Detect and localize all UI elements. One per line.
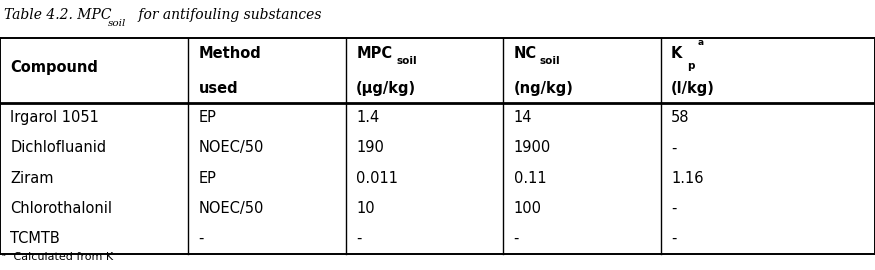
- Text: (μg/kg): (μg/kg): [356, 81, 416, 96]
- Text: -: -: [356, 231, 361, 246]
- Text: (ng/kg): (ng/kg): [514, 81, 573, 96]
- Text: -: -: [671, 140, 676, 156]
- Text: -: -: [514, 231, 519, 246]
- Text: 1.16: 1.16: [671, 171, 704, 186]
- Text: 10: 10: [356, 201, 374, 216]
- Text: -: -: [671, 201, 676, 216]
- Text: ᵃ: ᵃ: [2, 252, 5, 262]
- Text: used: used: [199, 81, 238, 96]
- Text: -: -: [199, 231, 204, 246]
- Text: Chlorothalonil: Chlorothalonil: [10, 201, 113, 216]
- Text: 14: 14: [514, 110, 532, 125]
- Text: soil: soil: [108, 19, 126, 28]
- Text: Irgarol 1051: Irgarol 1051: [10, 110, 100, 125]
- Text: p: p: [687, 61, 695, 71]
- Text: Table 4.2. MPC: Table 4.2. MPC: [4, 8, 112, 22]
- Text: 58: 58: [671, 110, 690, 125]
- Text: MPC: MPC: [356, 46, 392, 61]
- Text: soil: soil: [540, 56, 561, 66]
- Text: (l/kg): (l/kg): [671, 81, 715, 96]
- Text: NOEC/50: NOEC/50: [199, 140, 264, 156]
- Text: 0.011: 0.011: [356, 171, 398, 186]
- Text: 1900: 1900: [514, 140, 551, 156]
- Text: 100: 100: [514, 201, 542, 216]
- Text: a: a: [697, 38, 704, 47]
- Text: Ziram: Ziram: [10, 171, 54, 186]
- Text: 1.4: 1.4: [356, 110, 380, 125]
- Text: EP: EP: [199, 110, 216, 125]
- Text: for antifouling substances: for antifouling substances: [134, 8, 321, 22]
- Text: Method: Method: [199, 46, 262, 61]
- Text: soil: soil: [396, 56, 417, 66]
- Text: -: -: [671, 231, 676, 246]
- Text: Calculated from K: Calculated from K: [10, 252, 114, 262]
- Text: EP: EP: [199, 171, 216, 186]
- Text: Compound: Compound: [10, 60, 98, 75]
- Text: TCMTB: TCMTB: [10, 231, 60, 246]
- Text: NOEC/50: NOEC/50: [199, 201, 264, 216]
- Text: NC: NC: [514, 46, 536, 61]
- Text: Dichlofluanid: Dichlofluanid: [10, 140, 107, 156]
- Text: K: K: [671, 46, 682, 61]
- Text: 0.11: 0.11: [514, 171, 546, 186]
- Text: 190: 190: [356, 140, 384, 156]
